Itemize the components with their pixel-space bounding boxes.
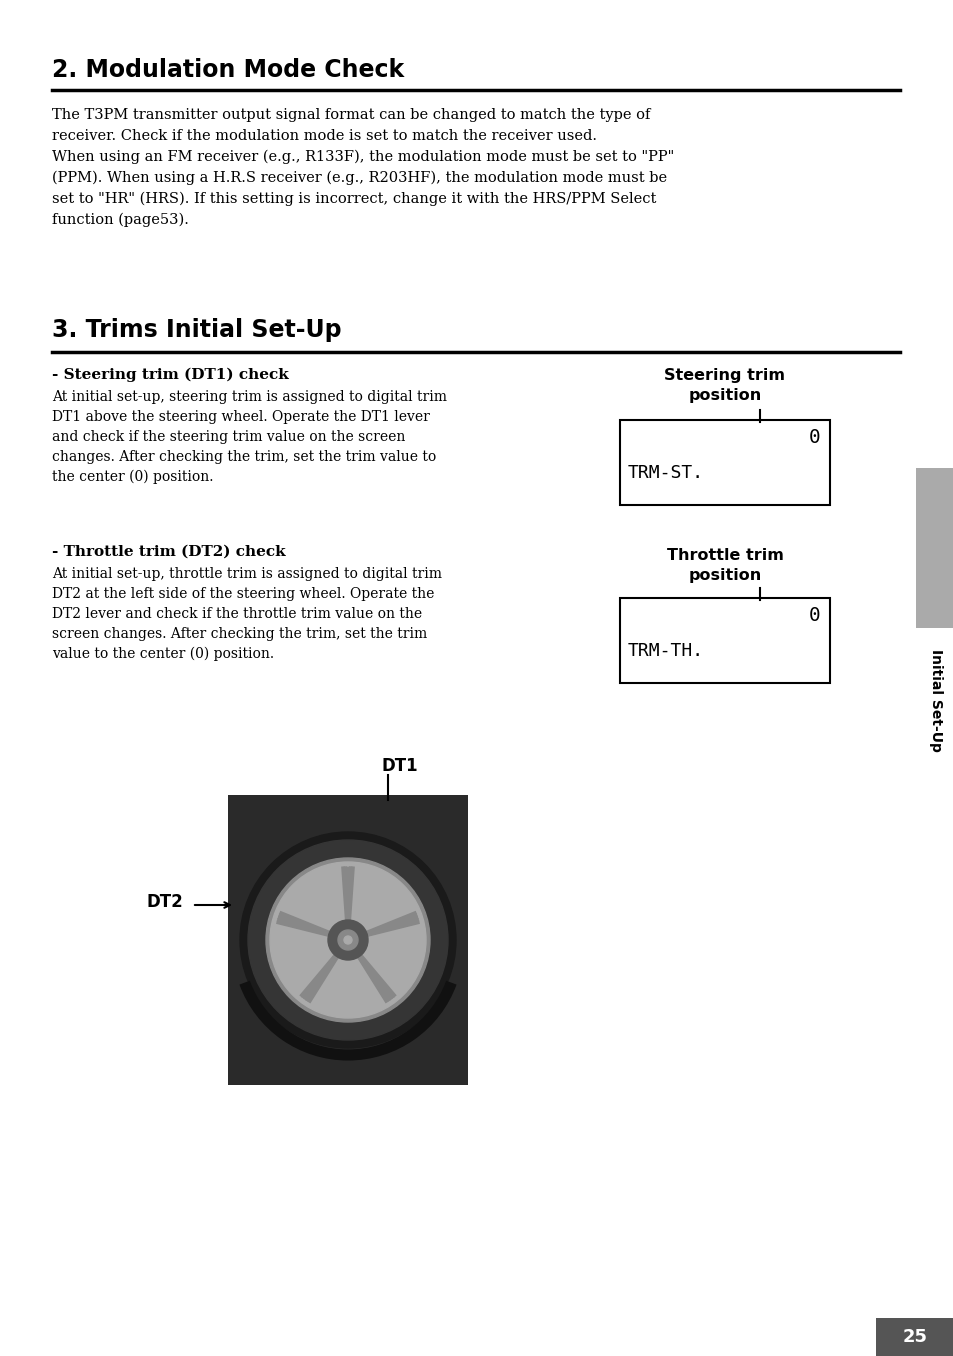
Text: - Steering trim (DT1) check: - Steering trim (DT1) check — [52, 367, 289, 382]
Text: the center (0) position.: the center (0) position. — [52, 471, 213, 484]
Text: DT1 above the steering wheel. Operate the DT1 lever: DT1 above the steering wheel. Operate th… — [52, 410, 430, 424]
Text: position: position — [688, 388, 760, 403]
Text: value to the center (0) position.: value to the center (0) position. — [52, 647, 274, 662]
Circle shape — [270, 862, 426, 1018]
Text: Initial Set-Up: Initial Set-Up — [928, 648, 942, 751]
Text: - Throttle trim (DT2) check: - Throttle trim (DT2) check — [52, 545, 285, 559]
Text: 0: 0 — [808, 606, 820, 625]
Text: receiver. Check if the modulation mode is set to match the receiver used.: receiver. Check if the modulation mode i… — [52, 129, 597, 142]
Text: and check if the steering trim value on the screen: and check if the steering trim value on … — [52, 430, 405, 443]
Text: 25: 25 — [902, 1328, 926, 1347]
Text: DT2: DT2 — [146, 894, 183, 911]
Bar — [228, 795, 468, 1085]
Text: The T3PM transmitter output signal format can be changed to match the type of: The T3PM transmitter output signal forma… — [52, 108, 650, 122]
Circle shape — [337, 930, 357, 951]
Bar — [915, 468, 953, 628]
Bar — [619, 598, 829, 683]
Text: (PPM). When using a H.R.S receiver (e.g., R203HF), the modulation mode must be: (PPM). When using a H.R.S receiver (e.g.… — [52, 171, 666, 186]
Text: Steering trim: Steering trim — [664, 367, 784, 382]
Text: changes. After checking the trim, set the trim value to: changes. After checking the trim, set th… — [52, 450, 436, 464]
Circle shape — [248, 839, 448, 1040]
Bar — [875, 1318, 953, 1356]
Text: screen changes. After checking the trim, set the trim: screen changes. After checking the trim,… — [52, 626, 427, 641]
Text: set to "HR" (HRS). If this setting is incorrect, change it with the HRS/PPM Sele: set to "HR" (HRS). If this setting is in… — [52, 193, 656, 206]
Text: position: position — [688, 568, 760, 583]
Circle shape — [344, 936, 352, 944]
Text: When using an FM receiver (e.g., R133F), the modulation mode must be set to "PP": When using an FM receiver (e.g., R133F),… — [52, 151, 674, 164]
Bar — [619, 420, 829, 504]
Text: Throttle trim: Throttle trim — [666, 548, 782, 563]
Text: function (page53).: function (page53). — [52, 213, 189, 228]
Text: TRM-TH.: TRM-TH. — [627, 641, 703, 660]
Text: 0: 0 — [808, 428, 820, 447]
Circle shape — [266, 858, 430, 1022]
Circle shape — [328, 919, 368, 960]
Circle shape — [240, 833, 456, 1048]
Text: TRM-ST.: TRM-ST. — [627, 464, 703, 481]
Text: 3. Trims Initial Set-Up: 3. Trims Initial Set-Up — [52, 319, 341, 342]
Text: 2. Modulation Mode Check: 2. Modulation Mode Check — [52, 58, 404, 81]
Text: DT2 lever and check if the throttle trim value on the: DT2 lever and check if the throttle trim… — [52, 607, 421, 621]
Text: At initial set-up, steering trim is assigned to digital trim: At initial set-up, steering trim is assi… — [52, 391, 447, 404]
Text: At initial set-up, throttle trim is assigned to digital trim: At initial set-up, throttle trim is assi… — [52, 567, 441, 580]
Text: DT2 at the left side of the steering wheel. Operate the: DT2 at the left side of the steering whe… — [52, 587, 434, 601]
Text: DT1: DT1 — [381, 757, 417, 776]
